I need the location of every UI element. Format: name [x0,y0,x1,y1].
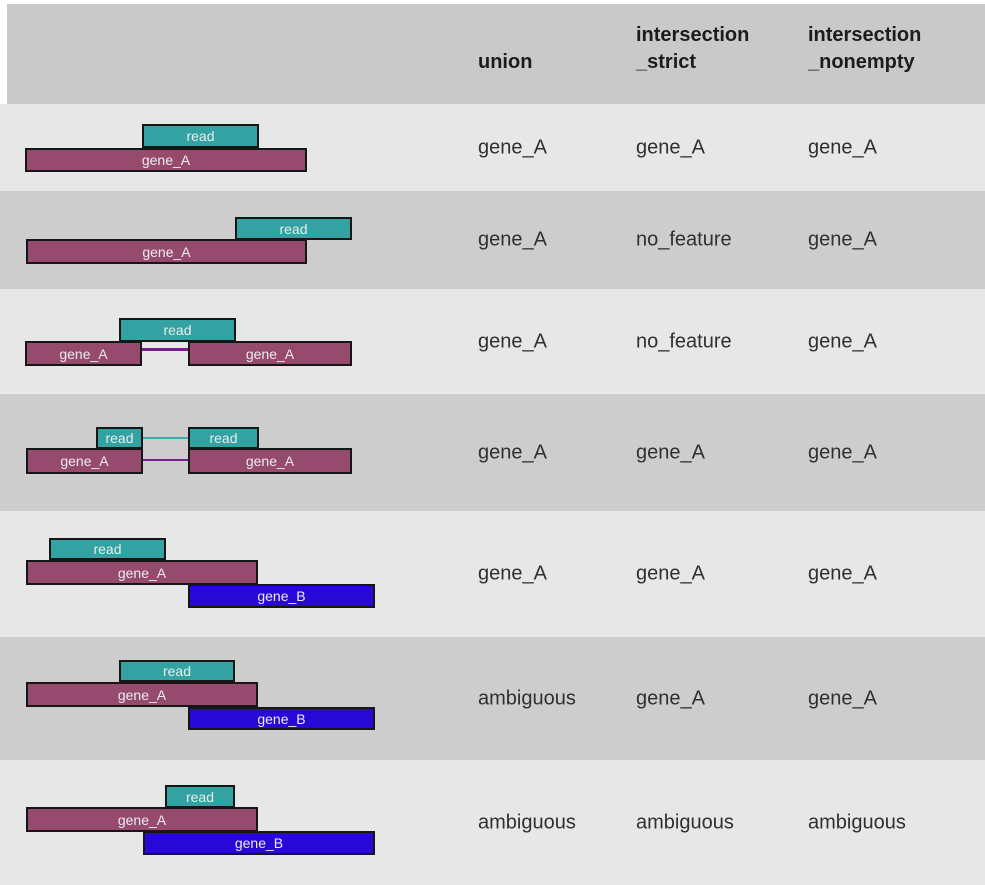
box-label: read [209,430,238,446]
box-label: gene_A [117,686,167,703]
column-header-union: union [478,49,532,76]
cell-union: gene_A [478,441,547,463]
cell-union: gene_A [478,228,547,251]
read-box: read [96,427,143,449]
column-header-line: intersection [636,24,750,46]
cell-union: ambiguous [478,811,576,833]
cell-intersection-nonempty: gene_A [808,228,877,251]
table-row: gene_A gene_B read ambiguous gene_A gene_A [0,637,985,760]
read-box: read [235,217,352,240]
gene-a-box: gene_A [188,341,352,366]
box-label: gene_A [141,152,191,168]
box-label: read [93,541,122,557]
table-body: gene_A read gene_A gene_A gene_A gene_A read ge… [0,104,985,885]
cell-intersection-nonempty: ambiguous [808,811,906,833]
read-box: read [165,785,235,808]
column-header-line: _nonempty [808,51,915,73]
gene-b-box: gene_B [188,707,375,730]
gene-intron-line [143,459,188,461]
gene-a-box: gene_A [26,560,258,585]
table-row: gene_A gene_B read ambiguous ambiguous ambigu… [0,760,985,885]
read-box: read [142,124,259,148]
table-row: gene_A read gene_A no_feature gene_A [0,191,985,289]
box-label: gene_A [117,811,167,828]
cell-intersection-strict: no_feature [636,228,732,251]
box-label: gene_A [245,453,295,469]
gene-a-box: gene_A [25,341,142,366]
cell-union: gene_A [478,136,547,158]
cell-intersection-nonempty: gene_A [808,136,877,158]
cell-intersection-strict: no_feature [636,330,732,352]
box-label: read [162,663,192,679]
box-label: read [186,128,215,144]
table-header: union intersection _strict intersection _non… [7,4,985,104]
read-box: read [119,318,236,342]
box-label: gene_A [59,345,108,362]
table-row: gene_A gene_A read read gene_A gene_A gene_A [0,394,985,511]
box-label: gene_B [257,710,306,727]
box-label: gene_B [257,588,306,604]
cell-union: gene_A [478,330,547,352]
column-header-intersection-nonempty: intersection _nonempty [808,22,921,76]
cell-union: gene_A [478,562,547,585]
cell-intersection-strict: gene_A [636,562,705,585]
gene-a-box: gene_A [26,682,258,707]
box-label: gene_A [245,345,295,362]
read-box: read [188,427,259,449]
cell-intersection-nonempty: gene_A [808,441,877,463]
gene-a-box: gene_A [25,148,307,172]
cell-intersection-nonempty: gene_A [808,687,877,709]
box-label: gene_A [117,564,167,581]
cell-intersection-strict: gene_A [636,687,705,709]
gene-a-box: gene_A [26,239,307,264]
box-label: read [163,322,192,338]
column-header-line: _strict [636,51,697,73]
column-header-line: intersection [808,24,922,46]
cell-intersection-strict: gene_A [636,441,705,463]
box-label: read [185,788,215,805]
box-label: read [105,430,134,446]
cell-intersection-strict: gene_A [636,136,705,158]
box-label: gene_A [142,243,191,260]
gene-a-box: gene_A [26,807,258,832]
gene-intron-line [142,348,188,351]
cell-intersection-nonempty: gene_A [808,562,877,585]
cell-intersection-nonempty: gene_A [808,330,877,352]
read-splice-line [143,437,188,439]
table-row: gene_A gene_A read gene_A no_feature gene_A [0,289,985,394]
cell-intersection-strict: ambiguous [636,811,734,833]
box-label: gene_A [60,453,109,469]
read-box: read [49,538,166,560]
read-box: read [119,660,235,682]
gene-a-box: gene_A [188,448,352,474]
box-label: read [279,220,308,237]
gene-a-box: gene_A [26,448,143,474]
column-header-line: union [478,51,533,73]
column-header-intersection-strict: intersection _strict [636,22,749,76]
gene-b-box: gene_B [143,831,375,855]
cell-union: ambiguous [478,687,576,709]
box-label: gene_B [234,835,284,851]
gene-b-box: gene_B [188,584,375,608]
table-row: gene_A gene_B read gene_A gene_A gene_A [0,511,985,637]
table-header-band: union intersection _strict intersection _non… [0,0,985,104]
table-row: gene_A read gene_A gene_A gene_A [0,104,985,191]
